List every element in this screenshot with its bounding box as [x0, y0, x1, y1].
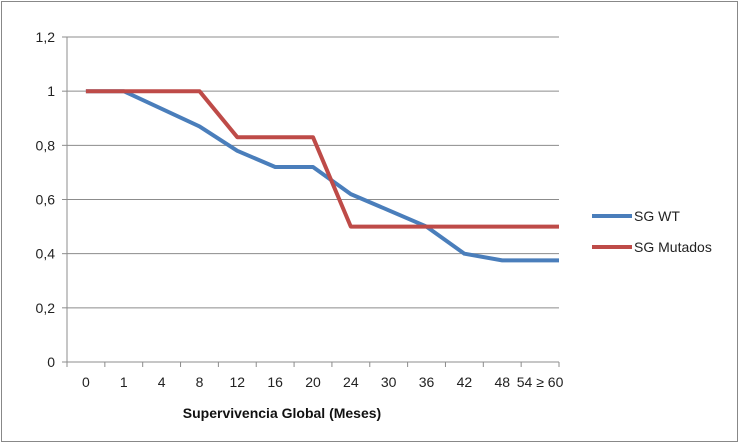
y-tick-label: 0,2 — [36, 300, 56, 316]
y-tick-label: 0,4 — [36, 246, 56, 262]
x-tick-label: 48 — [494, 374, 510, 390]
axes — [62, 36, 560, 367]
line-chart: 00,20,40,60,811,2 0 1 4 8 12 16 20 24 30 36 42 48 54… — [36, 29, 712, 421]
legend-label: SG WT — [634, 208, 680, 224]
y-tick-label: 0,6 — [36, 192, 56, 208]
x-tick-label: 30 — [381, 374, 397, 390]
series-line-sg-mutados — [85, 89, 559, 229]
y-tick-label: 1 — [47, 83, 55, 99]
x-axis-title: Supervivencia Global (Meses) — [183, 405, 381, 421]
series-lines — [85, 89, 559, 263]
x-tick-label: 16 — [267, 374, 283, 390]
y-tick-label: 0 — [47, 354, 55, 370]
legend-label: SG Mutados — [634, 239, 712, 255]
x-tick-label: 36 — [419, 374, 435, 390]
x-tick-label: 42 — [457, 374, 473, 390]
x-tick-label: 24 — [343, 374, 359, 390]
x-tick-label: 0 — [82, 374, 90, 390]
gridlines — [67, 36, 559, 309]
x-tick-labels: 0 1 4 8 12 16 20 24 30 36 42 48 54 ≥ 60 — [82, 374, 564, 390]
y-tick-label: 1,2 — [36, 29, 56, 45]
y-tick-label: 0,8 — [36, 137, 56, 153]
x-tick-label: 1 — [120, 374, 128, 390]
series-line-sg-wt — [85, 89, 559, 263]
y-tick-labels: 0 0,2 0,4 0,6 0,8 1 1,2 — [36, 29, 56, 370]
x-tick-label: 4 — [158, 374, 166, 390]
x-tick-label: 20 — [305, 374, 321, 390]
x-tick-label: 54 ≥ 60 — [517, 374, 564, 390]
x-tick-label: 8 — [196, 374, 204, 390]
x-tick-label: 12 — [230, 374, 246, 390]
legend: SG WT SG Mutados — [592, 208, 712, 255]
